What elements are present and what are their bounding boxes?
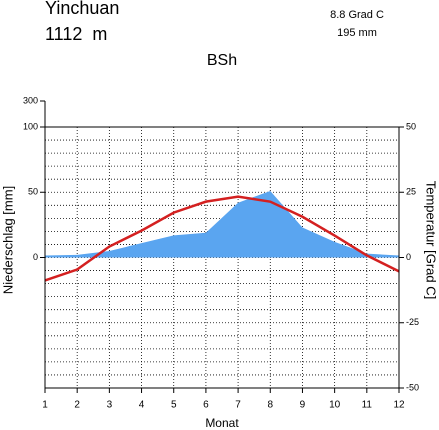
y-tick-label: 300 (23, 95, 38, 105)
x-tick-label: 4 (139, 400, 145, 411)
x-tick-label: 11 (362, 400, 373, 411)
x-tick-label: 5 (171, 400, 177, 411)
y-tick-label: 50 (28, 187, 38, 197)
elevation: 1112 m (45, 24, 107, 44)
y2-tick-label: -25 (406, 317, 419, 327)
x-axis-label: Monat (205, 416, 239, 430)
x-tick-label: 1 (42, 400, 48, 411)
x-tick-label: 10 (329, 400, 341, 411)
x-tick-label: 7 (235, 400, 241, 411)
temp-line (44, 195, 400, 282)
precip-area (45, 190, 399, 258)
x-tick-label: 8 (267, 400, 273, 411)
station: Yinchuan (45, 0, 119, 18)
x-tick-label: 12 (393, 400, 405, 411)
y2-tick-label: 50 (406, 121, 416, 131)
y-axis-label: Niederschlag [mm] (0, 186, 15, 294)
chart-title: BSh (207, 52, 237, 69)
y-tick-label: 0 (33, 252, 38, 262)
y-tick-label: 100 (23, 121, 38, 131)
x-tick-label: 6 (203, 400, 209, 411)
total-precip: 195 mm (337, 27, 377, 39)
y2-tick-label: 25 (406, 187, 416, 197)
x-tick-label: 3 (107, 400, 113, 411)
x-tick-label: 9 (300, 400, 306, 411)
y2-tick-label: 0 (406, 252, 411, 262)
x-tick-label: 2 (74, 400, 80, 411)
mean-temp: 8.8 Grad C (330, 9, 384, 21)
y2-tick-label: -50 (406, 382, 419, 392)
y2-axis-label: Temperatur [Grad C] (424, 181, 439, 300)
